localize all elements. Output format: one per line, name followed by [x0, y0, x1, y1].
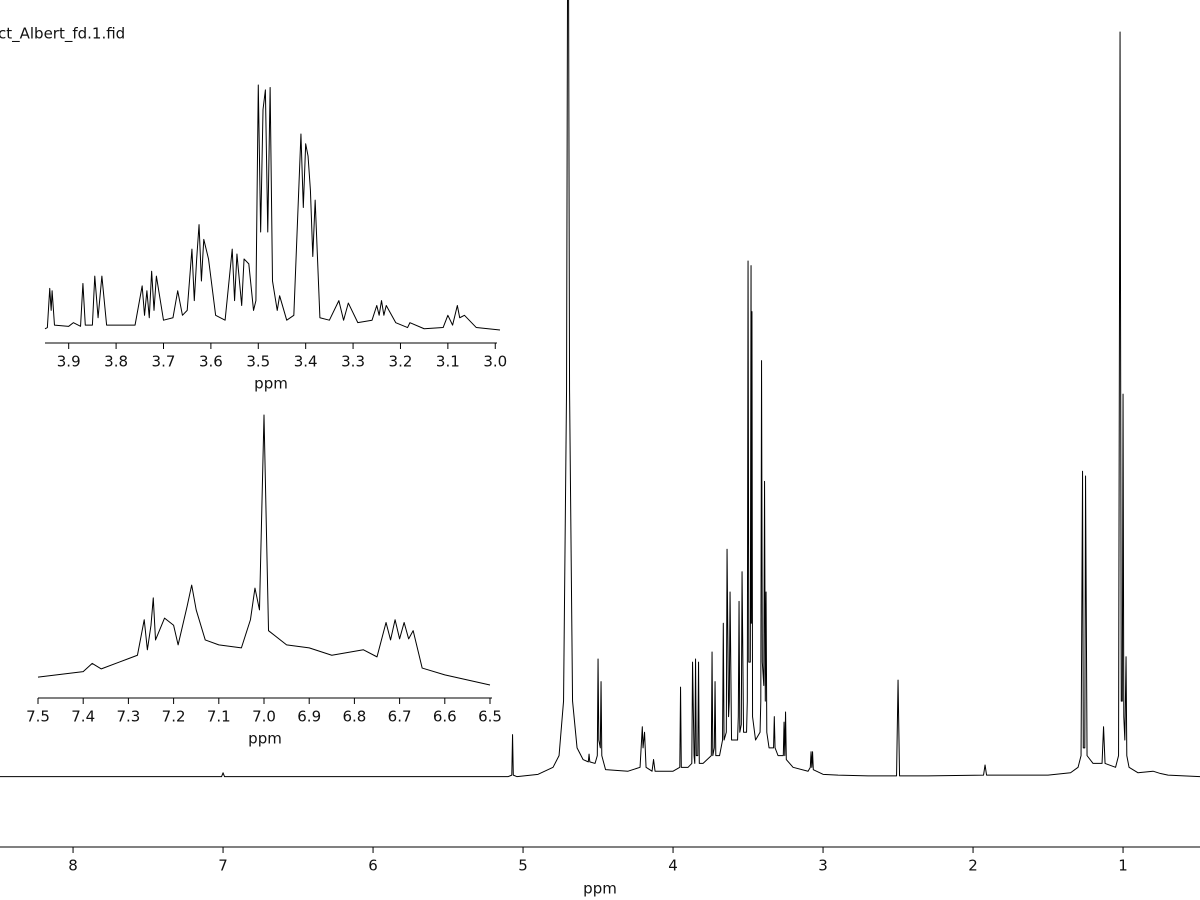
- x-axis-label: ppm: [254, 375, 288, 393]
- x-tick-label: 8: [68, 857, 78, 875]
- spectrum-trace: [44, 84, 501, 331]
- x-tick-label: 6.6: [433, 708, 457, 726]
- x-tick-label: 5: [518, 857, 528, 875]
- x-tick-label: 3.8: [104, 353, 128, 371]
- x-tick-label: 7: [218, 857, 228, 875]
- x-tick-label: 6.7: [388, 708, 412, 726]
- x-tick-label: 3: [818, 857, 828, 875]
- spectrum-trace: [0, 0, 1200, 778]
- x-axis-label: ppm: [248, 730, 282, 748]
- x-tick-label: 2: [968, 857, 978, 875]
- x-tick-label: 3.5: [246, 353, 270, 371]
- x-tick-label: 7.5: [26, 708, 50, 726]
- x-tick-label: 7.3: [116, 708, 140, 726]
- x-tick-label: 6.9: [297, 708, 321, 726]
- x-tick-label: 4: [668, 857, 678, 875]
- x-tick-label: 3.6: [199, 353, 223, 371]
- x-tick-label: 3.3: [341, 353, 365, 371]
- spectrum-trace: [37, 414, 491, 686]
- x-axis-label: ppm: [583, 880, 617, 898]
- x-tick-label: 3.2: [389, 353, 413, 371]
- x-tick-label: 3.7: [152, 353, 176, 371]
- x-tick-label: 1: [1118, 857, 1128, 875]
- x-tick-label: 6.5: [478, 708, 502, 726]
- x-tick-label: 6: [368, 857, 378, 875]
- x-tick-label: 3.1: [436, 353, 460, 371]
- x-tick-label: 7.1: [207, 708, 231, 726]
- x-tick-label: 7.4: [71, 708, 95, 726]
- x-tick-label: 3.0: [483, 353, 507, 371]
- x-tick-label: 7.2: [162, 708, 186, 726]
- x-tick-label: 3.4: [294, 353, 318, 371]
- x-tick-label: 7.0: [252, 708, 276, 726]
- chart-title: ct_Albert_fd.1.fid: [0, 25, 125, 44]
- x-tick-label: 6.8: [342, 708, 366, 726]
- x-tick-label: 3.9: [57, 353, 81, 371]
